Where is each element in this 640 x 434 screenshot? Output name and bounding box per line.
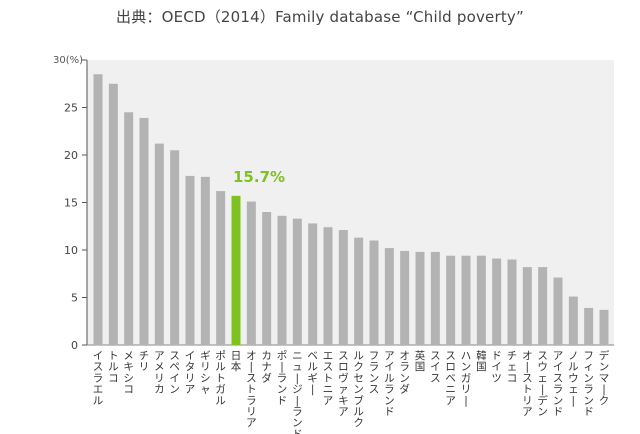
bar [185,175,195,345]
x-category-label: スペイン [169,350,180,396]
bar [492,258,502,345]
x-axis-labels: イスラエルトルコメキシコチリアメリカスペインイタリアギリシャポルトガル日本オ|ス… [93,349,610,434]
bar [507,259,517,345]
bar [553,277,563,345]
x-category-label: イスラエル [93,350,104,407]
x-category-label: フィンランド [583,350,594,418]
x-category-label: ハンガリ| [461,350,472,407]
bar [292,218,302,345]
x-category-label: ノルウェ| [568,350,579,407]
x-category-label: スウェ|デン [537,350,548,418]
bar [170,150,180,345]
plot-area [87,60,614,345]
y-tick-label: 25 [64,102,78,115]
bar [461,255,471,345]
bar [124,112,134,345]
bar [430,251,440,345]
bar [384,248,394,345]
bar [323,227,333,345]
x-category-label: スロベニア [445,350,456,407]
x-category-label: ポルトガル [215,350,226,407]
bar [446,255,456,345]
x-category-label: ベルギ| [307,350,318,396]
bar [568,296,578,345]
x-category-label: 韓国 [476,350,487,373]
bar [354,237,364,345]
bar [369,240,379,345]
x-category-label: デンマ|ク [599,349,610,407]
bar [400,250,410,345]
bar [216,191,226,345]
x-category-label: メキシコ [123,350,134,396]
y-tick-label: 10 [64,244,78,257]
x-category-label: スイス [430,350,441,384]
x-category-label: オ|ストリア [522,350,533,418]
x-category-label: スロヴァキア [338,350,349,418]
x-category-label: アメリカ [154,350,165,396]
bar [538,267,548,345]
bar [476,255,486,345]
x-category-label: チェコ [507,350,518,384]
x-category-label: ポ|ランド [277,350,288,407]
y-axis: 0 5 10 15 20 25 [64,59,614,352]
x-category-label: ギリシャ [200,350,211,396]
bar [584,307,594,345]
bar [308,223,318,345]
bar [522,267,532,345]
bar [338,230,348,345]
bar [599,309,609,345]
y-unit-label: 30(%) [53,55,83,66]
y-tick-label: 0 [71,339,78,352]
bar [154,143,164,345]
bar [262,212,272,345]
x-category-label: エストニア [323,350,334,407]
bar [246,201,256,345]
bar [108,83,118,345]
x-category-label: イタリア [185,350,196,396]
bar-highlighted [231,195,241,345]
bars [93,74,609,345]
bar [415,251,425,345]
x-category-label: 日本 [231,350,242,373]
highlight-value-label: 15.7% [233,168,285,186]
y-tick-label: 15 [64,197,78,210]
x-category-label: 英国 [415,349,426,373]
x-category-label: トルコ [108,350,119,384]
x-category-label: カナダ [261,350,272,384]
y-tick-label: 20 [64,149,78,162]
x-category-label: ルクセンブルク [353,350,364,429]
x-category-label: フランス [369,350,380,396]
bar [200,176,210,345]
bar [277,215,287,345]
x-category-label: オ|ストラリア [246,350,257,429]
chart-title: 出典：OECD（2014）Family database “Child pove… [116,8,524,26]
bar [93,74,103,345]
x-category-label: チリ [139,350,150,373]
x-category-label: ドイツ [491,350,502,384]
bar [139,117,149,345]
x-category-label: アイスランド [553,350,564,418]
x-category-label: ニュ|ジ|ランド [292,350,303,434]
y-tick-label: 5 [71,292,78,305]
x-category-label: オランダ [399,350,410,396]
x-category-label: アイルランド [384,350,395,418]
